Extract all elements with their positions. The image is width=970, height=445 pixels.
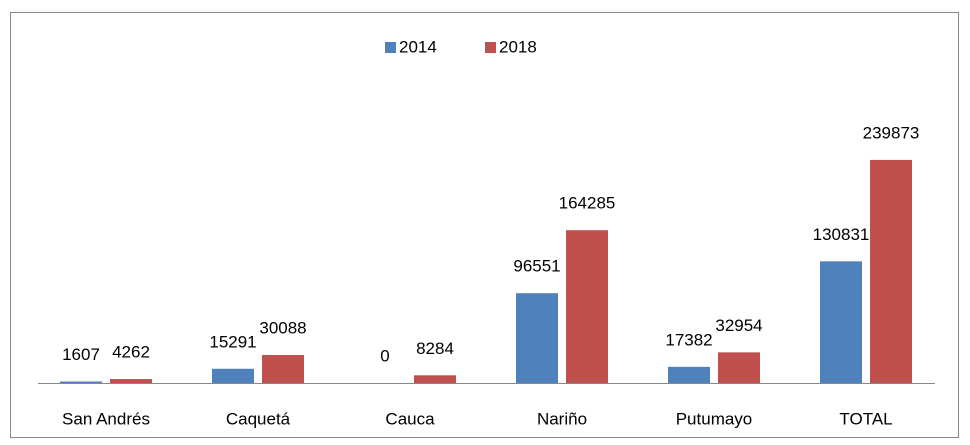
- legend-swatch: [385, 42, 396, 53]
- data-label: 4262: [112, 343, 150, 362]
- bar: [820, 261, 862, 383]
- x-tick-label: Nariño: [537, 409, 587, 428]
- legend-label: 2014: [399, 37, 437, 56]
- data-label: 0: [380, 346, 389, 365]
- bar: [60, 381, 102, 383]
- data-label: 17382: [665, 330, 712, 349]
- bar: [110, 379, 152, 383]
- data-label: 130831: [813, 225, 870, 244]
- legend-swatch: [485, 42, 496, 53]
- data-label: 239873: [863, 123, 920, 142]
- data-label: 8284: [416, 339, 454, 358]
- data-label: 164285: [559, 194, 616, 213]
- data-label: 1607: [62, 345, 100, 364]
- data-label: 30088: [259, 319, 306, 338]
- bar: [668, 366, 710, 383]
- x-tick-label: Cauca: [385, 409, 435, 428]
- bar: [870, 159, 912, 383]
- bar: [262, 355, 304, 383]
- legend-label: 2018: [499, 37, 537, 56]
- bar: [414, 375, 456, 383]
- bar: [212, 368, 254, 383]
- x-tick-label: TOTAL: [839, 409, 892, 428]
- bar: [566, 230, 608, 383]
- bar: [516, 293, 558, 383]
- x-tick-label: Putumayo: [676, 409, 753, 428]
- chart-frame: [10, 12, 959, 438]
- data-label: 15291: [209, 332, 256, 351]
- x-tick-label: San Andrés: [62, 409, 150, 428]
- bar: [718, 352, 760, 383]
- data-label: 96551: [513, 257, 560, 276]
- data-label: 32954: [715, 316, 762, 335]
- x-tick-label: Caquetá: [226, 409, 291, 428]
